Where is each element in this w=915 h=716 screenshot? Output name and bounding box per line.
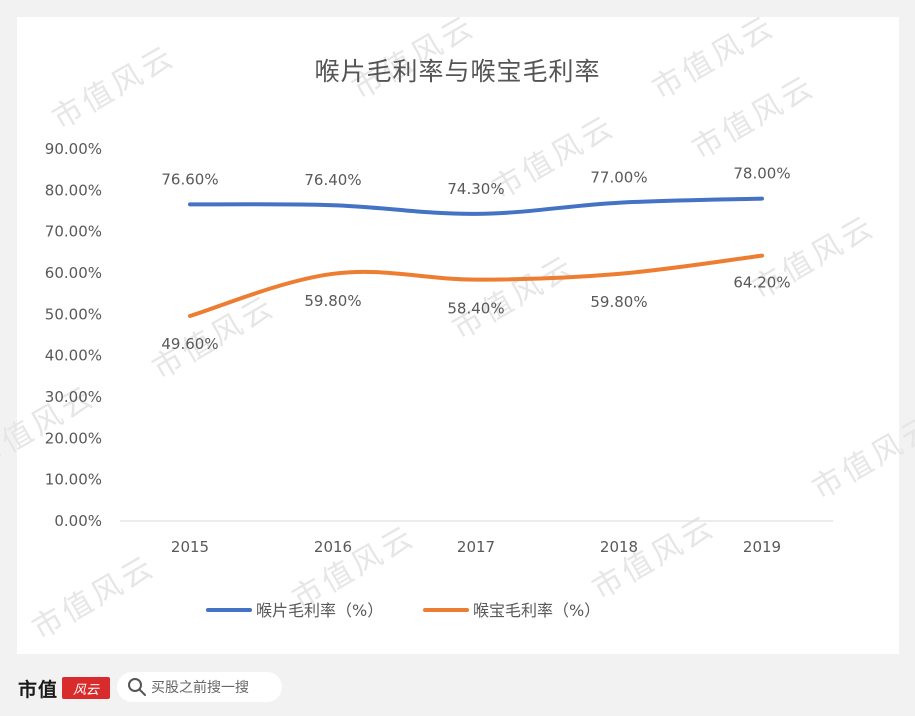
data-label: 76.40% (304, 171, 361, 189)
y-tick-label: 80.00% (45, 181, 102, 199)
legend-label: 喉片毛利率（%） (256, 601, 383, 620)
watermark-text: 市值风云 (27, 549, 162, 647)
data-label: 78.00% (733, 165, 790, 183)
data-label: 59.80% (304, 292, 361, 310)
x-tick-label: 2016 (314, 538, 352, 556)
watermark-text: 市值风云 (487, 109, 622, 207)
x-tick-label: 2017 (457, 538, 495, 556)
y-tick-label: 40.00% (45, 347, 102, 365)
y-tick-label: 70.00% (45, 223, 102, 241)
data-label: 77.00% (590, 169, 647, 187)
series-line-2 (188, 253, 764, 318)
y-tick-label: 90.00% (45, 140, 102, 158)
y-tick-label: 20.00% (45, 429, 102, 447)
y-tick-label: 60.00% (45, 264, 102, 282)
y-tick-label: 50.00% (45, 305, 102, 323)
data-label: 76.60% (161, 170, 218, 188)
data-label: 58.40% (447, 300, 504, 318)
y-tick-label: 10.00% (45, 471, 102, 489)
x-tick-label: 2018 (600, 538, 638, 556)
y-tick-label: 0.00% (54, 512, 102, 530)
data-label: 59.80% (590, 293, 647, 311)
x-tick-label: 2015 (171, 538, 209, 556)
watermark-text: 市值风云 (807, 409, 915, 507)
legend-label: 喉宝毛利率（%） (473, 601, 600, 620)
logo-text: 市值 (18, 678, 59, 701)
search-input[interactable]: 买股之前搜一搜 (151, 680, 249, 696)
data-label: 74.30% (447, 180, 504, 198)
brand-logo[interactable]: 市值 风云 (18, 675, 111, 701)
data-label: 64.20% (733, 274, 790, 292)
x-tick-label: 2019 (743, 538, 781, 556)
watermark-text: 市值风云 (587, 509, 722, 607)
logo-mark: 风云 (62, 677, 111, 699)
chart-title: 喉片毛利率与喉宝毛利率 (314, 57, 601, 86)
footer-bar: 市值 风云 买股之前搜一搜 (0, 664, 915, 716)
search-icon (128, 678, 146, 696)
search-box[interactable]: 买股之前搜一搜 (117, 672, 282, 702)
watermark-text: 市值风云 (447, 249, 582, 347)
y-tick-label: 30.00% (45, 388, 102, 406)
watermark-text: 市值风云 (747, 209, 882, 307)
chart-card (17, 17, 899, 654)
series-line-1 (188, 196, 764, 216)
data-label: 49.60% (161, 335, 218, 353)
